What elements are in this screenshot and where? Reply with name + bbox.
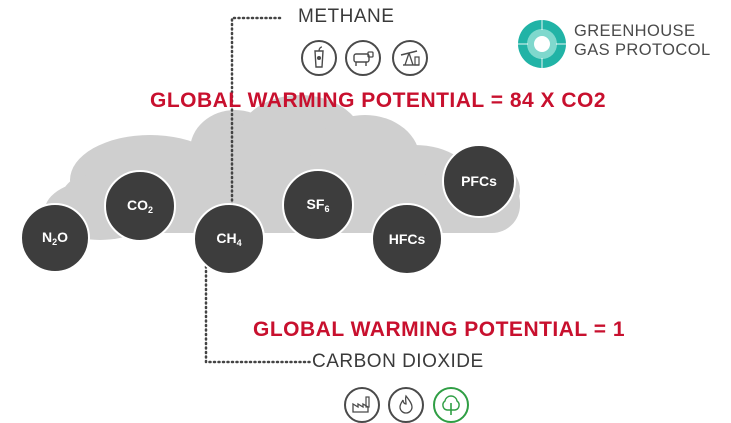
gwp-methane-heading: GLOBAL WARMING POTENTIAL = 84 X CO2 [150,89,607,112]
methane-label: METHANE [298,6,395,27]
gas-label-ch4: CH4 [216,230,242,248]
gas-circle-co2: CO2 [104,170,176,242]
oil-pump-icon [392,40,428,76]
gas-label-co2: CO2 [126,197,153,215]
factory-icon [344,387,380,423]
gas-label-n2o: N2O [41,229,69,247]
gas-circle-n2o: N2O [20,203,90,273]
greenhouse-gas-protocol-logo-icon [518,20,566,68]
gas-label-pfcs: PFCs [461,173,497,189]
logo-text: GREENHOUSE GAS PROTOCOL [574,22,711,60]
cow-icon [345,40,381,76]
gas-circle-pfcs: PFCs [442,144,516,218]
tree-icon [433,387,469,423]
logo-line-1: GREENHOUSE [574,22,696,40]
gas-circle-sf6: SF6 [282,169,354,241]
co2-connector-line [204,260,312,364]
carbon-dioxide-label: CARBON DIOXIDE [312,351,484,372]
food-waste-icon [301,40,337,76]
gas-circle-ch4: CH4 [193,203,265,275]
gas-label-hfcs: HFCs [388,231,426,247]
logo-line-2: GAS PROTOCOL [574,41,711,59]
fire-icon [388,387,424,423]
gas-label-sf6: SF6 [306,196,330,214]
methane-connector-line [230,16,282,234]
gwp-co2-heading: GLOBAL WARMING POTENTIAL = 1 [253,318,625,341]
gas-circle-hfcs: HFCs [371,203,443,275]
